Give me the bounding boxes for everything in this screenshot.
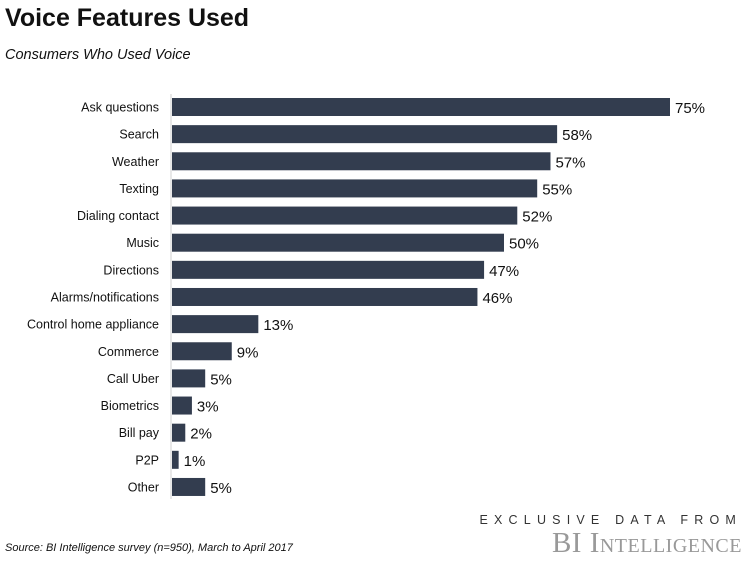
category-label: Ask questions (81, 101, 159, 115)
category-label: Other (128, 480, 159, 494)
value-label: 58% (562, 127, 592, 144)
bar (172, 152, 551, 171)
bar (172, 287, 478, 306)
bar (172, 423, 186, 442)
bar (172, 315, 259, 334)
category-label: Call Uber (107, 372, 159, 386)
value-label: 3% (197, 399, 219, 416)
category-label: Alarms/notifications (51, 290, 159, 304)
bar (172, 260, 485, 279)
category-label: Bill pay (119, 426, 160, 440)
category-label: Music (126, 236, 159, 250)
bar (172, 125, 558, 144)
value-label: 5% (210, 480, 232, 497)
bar (172, 98, 670, 116)
category-label: Control home appliance (27, 318, 159, 332)
value-label: 47% (489, 263, 519, 280)
category-label: Commerce (98, 345, 159, 359)
chart-title: Voice Features Used (5, 4, 250, 32)
bar (172, 233, 504, 252)
value-label: 1% (184, 453, 206, 470)
category-label: Texting (119, 182, 159, 196)
bar (172, 206, 518, 225)
value-label: 55% (542, 181, 572, 198)
exclusive-label: EXCLUSIVE DATA FROM (479, 513, 742, 527)
value-label: 52% (522, 209, 552, 226)
category-label: Dialing contact (77, 209, 160, 223)
chart-subtitle: Consumers Who Used Voice (5, 47, 191, 63)
category-label: P2P (135, 453, 159, 467)
value-label: 2% (190, 426, 212, 443)
bar (172, 450, 179, 469)
brand-logo: BI Intelligence (551, 527, 742, 559)
bar (172, 477, 206, 496)
bar (172, 179, 538, 198)
bar (172, 342, 232, 361)
value-label: 13% (263, 317, 293, 334)
value-label: 50% (509, 236, 539, 253)
category-label: Directions (103, 263, 159, 277)
value-label: 5% (210, 371, 232, 388)
bar (172, 369, 206, 388)
value-label: 9% (237, 344, 259, 361)
category-label: Search (119, 128, 159, 142)
category-label: Biometrics (101, 399, 159, 413)
source-note: Source: BI Intelligence survey (n=950), … (5, 542, 293, 554)
category-label: Weather (112, 155, 159, 169)
value-label: 75% (675, 100, 705, 117)
value-label: 57% (555, 154, 585, 171)
bar (172, 396, 192, 415)
value-label: 46% (482, 290, 512, 307)
